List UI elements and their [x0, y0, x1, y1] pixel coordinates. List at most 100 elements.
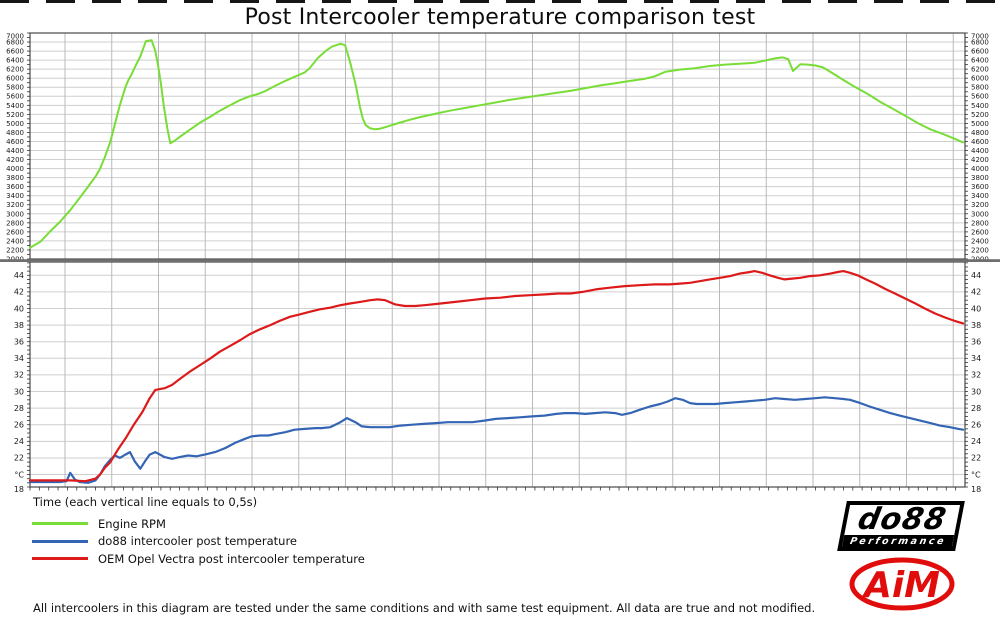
y-tick-label-left: 4400: [6, 147, 24, 155]
y-tick-label-left: 4800: [6, 129, 24, 137]
disclaimer-text: All intercoolers in this diagram are tes…: [33, 601, 816, 615]
legend-line-swatch: [32, 557, 88, 561]
y-tick-label-left: 34: [14, 354, 24, 363]
y-tick-label-right: 34: [971, 354, 981, 363]
y-tick-label-left: 5000: [6, 120, 24, 128]
chart-title: Post Intercooler temperature comparison …: [244, 5, 756, 30]
y-tick-label-left: 2800: [6, 219, 24, 227]
aim-logo-ellipse: [849, 557, 955, 611]
panel-border: [29, 32, 966, 260]
y-tick-label-left: 38: [14, 321, 24, 330]
y-tick-label-right: 4200: [971, 156, 989, 164]
y-tick-label-left: 36: [14, 338, 24, 347]
y-tick-label-left: 42: [14, 288, 24, 297]
do88-intercooler-post-temperature-line: [28, 396, 965, 484]
panel-separator-line: [0, 259, 1000, 262]
y-tick-label-right: 6800: [971, 38, 989, 46]
do88-logo-tagline: Performance: [841, 535, 955, 548]
y-tick-label-left: 6200: [6, 66, 24, 74]
y-tick-label-right: 6600: [971, 48, 989, 56]
y-tick-label-right: 44: [971, 271, 981, 280]
y-tick-label-left: 26: [14, 421, 24, 430]
y-tick-label-left: 28: [14, 404, 24, 413]
y-tick-label-right: 2400: [971, 237, 989, 245]
y-tick-label-left: 3600: [6, 183, 24, 191]
y-tick-label-right: 3600: [971, 183, 989, 191]
y-tick-label-right: 30: [971, 387, 981, 396]
y-tick-label-right: 5600: [971, 93, 989, 101]
y-tick-label-right: 4000: [971, 165, 989, 173]
y-tick-label-left: 5200: [6, 111, 24, 119]
legend-line-swatch: [32, 522, 88, 526]
y-tick-label-right: 6200: [971, 66, 989, 74]
engine-rpm-line: [29, 39, 965, 249]
legend-item: Engine RPM: [32, 515, 365, 533]
aim-logo-text: AiM: [861, 565, 940, 606]
y-tick-label-right: 5000: [971, 120, 989, 128]
y-tick-label-left: 5400: [6, 102, 24, 110]
y-tick-label-left: 2400: [6, 237, 24, 245]
y-tick-label-left: 18: [14, 485, 24, 493]
y-tick-label-right: 2800: [971, 219, 989, 227]
legend-item: OEM Opel Vectra post intercooler tempera…: [32, 550, 365, 568]
y-tick-label-left: 6600: [6, 48, 24, 56]
y-tick-label-right: 5400: [971, 102, 989, 110]
y-tick-label-left: 40: [14, 304, 24, 313]
y-tick-label-left: 6400: [6, 57, 24, 65]
y-tick-label-right: 18: [971, 485, 981, 493]
do88-logo: do88 Performance: [837, 501, 965, 551]
y-tick-label-right: 6400: [971, 57, 989, 65]
y-tick-label-right: 6000: [971, 75, 989, 83]
y-tick-label-left: 32: [14, 371, 24, 380]
do88-logo-text: do88: [854, 502, 950, 537]
legend-item-label: do88 intercooler post temperature: [98, 534, 297, 549]
y-tick-label-left: 2600: [6, 228, 24, 236]
y-tick-label-right: 36: [971, 338, 981, 347]
y-tick-label-left: 6800: [6, 38, 24, 46]
legend-item-label: OEM Opel Vectra post intercooler tempera…: [98, 551, 365, 566]
y-tick-label-left: 5600: [6, 93, 24, 101]
y-tick-label-right: 3400: [971, 192, 989, 200]
y-tick-label-left: 3400: [6, 192, 24, 200]
aim-logo: AiM: [849, 557, 955, 611]
y-tick-label-right: 28: [971, 404, 981, 413]
legend-line-swatch: [32, 539, 88, 543]
y-tick-label-right: 3800: [971, 174, 989, 182]
y-tick-label-right: 7000: [971, 32, 989, 40]
y-tick-label-left: 4000: [6, 165, 24, 173]
x-axis-label: Time (each vertical line equals to 0,5s): [33, 495, 258, 509]
y-tick-label-right: 2600: [971, 228, 989, 236]
legend-item: do88 intercooler post temperature: [32, 533, 365, 551]
y-tick-label-right: 4800: [971, 129, 989, 137]
y-tick-label-right: 32: [971, 371, 981, 380]
y-tick-label-right: 3000: [971, 210, 989, 218]
perforation-dashed-line: [0, 0, 1000, 3]
y-tick-label-left: 4200: [6, 156, 24, 164]
y-tick-label-right: 26: [971, 421, 981, 430]
y-tick-label-left: 5800: [6, 84, 24, 92]
y-tick-label-right: 22: [971, 454, 981, 463]
y-tick-label-right: 24: [971, 437, 981, 446]
y-tick-label-right: 40: [971, 304, 981, 313]
y-tick-label-left: 2200: [6, 246, 24, 254]
y-tick-label-right: 42: [971, 288, 981, 297]
y-tick-label-right: °C: [971, 470, 981, 479]
y-tick-label-left: 6000: [6, 75, 24, 83]
y-tick-label-left: 24: [14, 437, 24, 446]
y-tick-label-left: °C: [14, 470, 24, 479]
y-tick-label-right: 38: [971, 321, 981, 330]
y-tick-label-right: 5200: [971, 111, 989, 119]
y-tick-label-right: 4600: [971, 138, 989, 146]
oem-opel-vectra-post-intercooler-temperature-line: [28, 270, 965, 483]
y-tick-label-left: 30: [14, 387, 24, 396]
y-tick-label-left: 4600: [6, 138, 24, 146]
y-tick-label-right: 3200: [971, 201, 989, 209]
y-tick-label-right: 5800: [971, 84, 989, 92]
y-tick-label-left: 3200: [6, 201, 24, 209]
y-tick-label-left: 7000: [6, 32, 24, 40]
y-tick-label-left: 22: [14, 454, 24, 463]
legend-item-label: Engine RPM: [98, 516, 166, 531]
